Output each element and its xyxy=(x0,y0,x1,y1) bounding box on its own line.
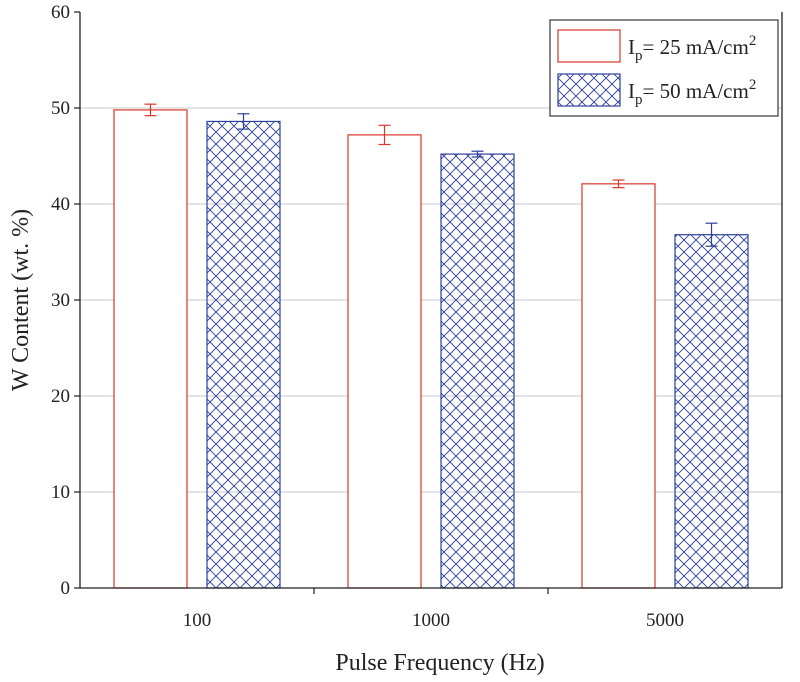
y-tick-label-0: 0 xyxy=(61,578,71,599)
bars xyxy=(113,109,749,589)
legend-label-series2: Ip= 50 mA/cm2 xyxy=(628,77,756,108)
bar-series2-1000 xyxy=(440,153,515,589)
legend-swatch-series2 xyxy=(557,73,621,107)
y-tick-label-60: 60 xyxy=(51,2,70,23)
y-tick-label-40: 40 xyxy=(51,194,70,215)
bar-series2-100 xyxy=(206,120,281,589)
error-bar-series2-100 xyxy=(237,113,250,130)
tick-labels: 0 10 20 30 40 50 60 100 1000 5000 xyxy=(51,2,684,631)
y-tick-label-20: 20 xyxy=(51,386,70,407)
error-bars xyxy=(144,103,718,247)
gridlines xyxy=(80,107,782,493)
error-bar-series2-1000 xyxy=(471,150,484,158)
bar-series2-5000 xyxy=(674,234,749,589)
x-axis-title: Pulse Frequency (Hz) xyxy=(335,650,544,676)
bar-series1-100 xyxy=(113,109,188,589)
x-tick-label-5000: 5000 xyxy=(646,610,684,631)
error-bar-series1-100 xyxy=(144,103,157,117)
error-bar-series1-1000 xyxy=(378,124,391,146)
y-axis-title: W Content (wt. %) xyxy=(8,209,34,391)
y-tick-label-30: 30 xyxy=(51,290,70,311)
x-tick-label-100: 100 xyxy=(183,610,212,631)
error-bar-series2-5000 xyxy=(705,222,718,247)
bar-series1-1000 xyxy=(347,134,422,589)
y-tick-label-10: 10 xyxy=(51,482,70,503)
y-tick-label-50: 50 xyxy=(51,98,70,119)
x-tick-label-1000: 1000 xyxy=(412,610,450,631)
bar-series1-5000 xyxy=(581,183,656,589)
error-bar-series1-5000 xyxy=(612,179,625,189)
legend-swatch-series1 xyxy=(557,29,621,63)
legend: Ip= 25 mA/cm2 Ip= 50 mA/cm2 xyxy=(549,19,779,117)
axes xyxy=(74,11,783,594)
legend-label-series1: Ip= 25 mA/cm2 xyxy=(628,33,756,64)
